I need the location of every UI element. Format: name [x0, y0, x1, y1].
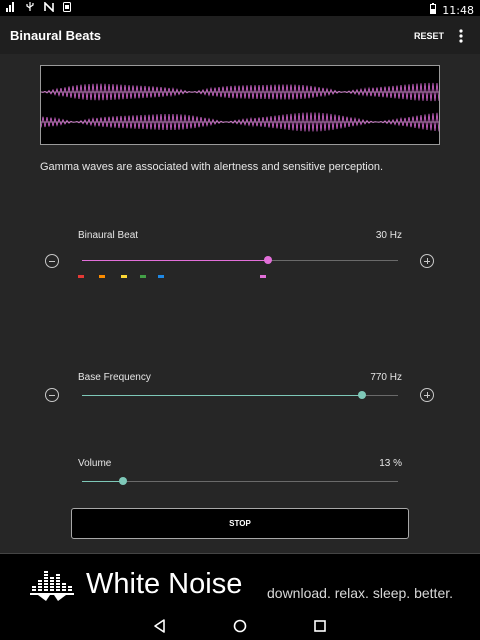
volume-slider-thumb[interactable]: [119, 477, 128, 485]
sim-card-icon: [63, 2, 71, 12]
base-frequency-slider-thumb[interactable]: [357, 391, 366, 399]
waveform-display: [40, 65, 440, 145]
binaural-beat-increase-button[interactable]: [420, 254, 434, 268]
base-frequency-increase-button[interactable]: [420, 388, 434, 402]
white-noise-ad-banner[interactable]: White Noise download. relax. sleep. bett…: [0, 553, 480, 611]
home-button[interactable]: [230, 616, 250, 636]
base-frequency-slider-fill: [82, 395, 362, 396]
base-frequency-slider[interactable]: [82, 391, 398, 399]
base-frequency-label: Base Frequency: [78, 372, 151, 383]
volume-slider[interactable]: [82, 477, 398, 485]
volume-label: Volume: [78, 458, 112, 469]
binaural-beat-decrease-button[interactable]: [45, 254, 59, 268]
volume-slider-fill: [82, 481, 124, 482]
overflow-menu-button[interactable]: [452, 24, 470, 48]
binaural-beat-label: Binaural Beat: [78, 230, 139, 241]
binaural-beat-slider[interactable]: [82, 256, 398, 264]
wave-description: Gamma waves are associated with alertnes…: [40, 161, 384, 173]
banner-brand-name: White Noise: [86, 568, 243, 600]
nfc-icon: [44, 2, 54, 12]
usb-icon: [25, 2, 35, 12]
battery-icon: [430, 1, 437, 19]
back-icon: [150, 616, 170, 636]
preset-mark: [140, 275, 147, 278]
base-frequency-decrease-button[interactable]: [45, 388, 59, 402]
signal-bars-icon: [6, 2, 16, 12]
equalizer-bars-icon: [30, 568, 76, 607]
stop-button[interactable]: STOP: [71, 508, 409, 539]
status-bar: 11:48: [0, 0, 480, 19]
more-vert-icon: [452, 29, 470, 51]
system-navigation-bar: [0, 611, 480, 640]
volume-value: 13 %: [379, 458, 402, 469]
brainwave-preset-marks: [78, 275, 398, 279]
clock: 11:48: [442, 3, 474, 17]
recents-button[interactable]: [310, 616, 330, 636]
banner-tagline: download. relax. sleep. better.: [267, 585, 454, 601]
app-title: Binaural Beats: [10, 28, 102, 43]
preset-mark: [260, 275, 267, 278]
recents-icon: [310, 616, 330, 636]
app-bar: Binaural Beats RESET: [0, 16, 480, 54]
binaural-beat-slider-fill: [82, 260, 269, 261]
preset-mark: [78, 275, 84, 278]
back-button[interactable]: [150, 616, 170, 636]
preset-mark: [98, 275, 105, 278]
reset-button[interactable]: RESET: [408, 24, 450, 48]
preset-mark: [121, 275, 128, 278]
home-icon: [230, 616, 250, 636]
binaural-beat-value: 30 Hz: [375, 230, 402, 241]
base-frequency-value: 770 Hz: [370, 372, 402, 383]
binaural-beat-slider-thumb[interactable]: [264, 256, 273, 264]
preset-mark: [158, 275, 164, 278]
